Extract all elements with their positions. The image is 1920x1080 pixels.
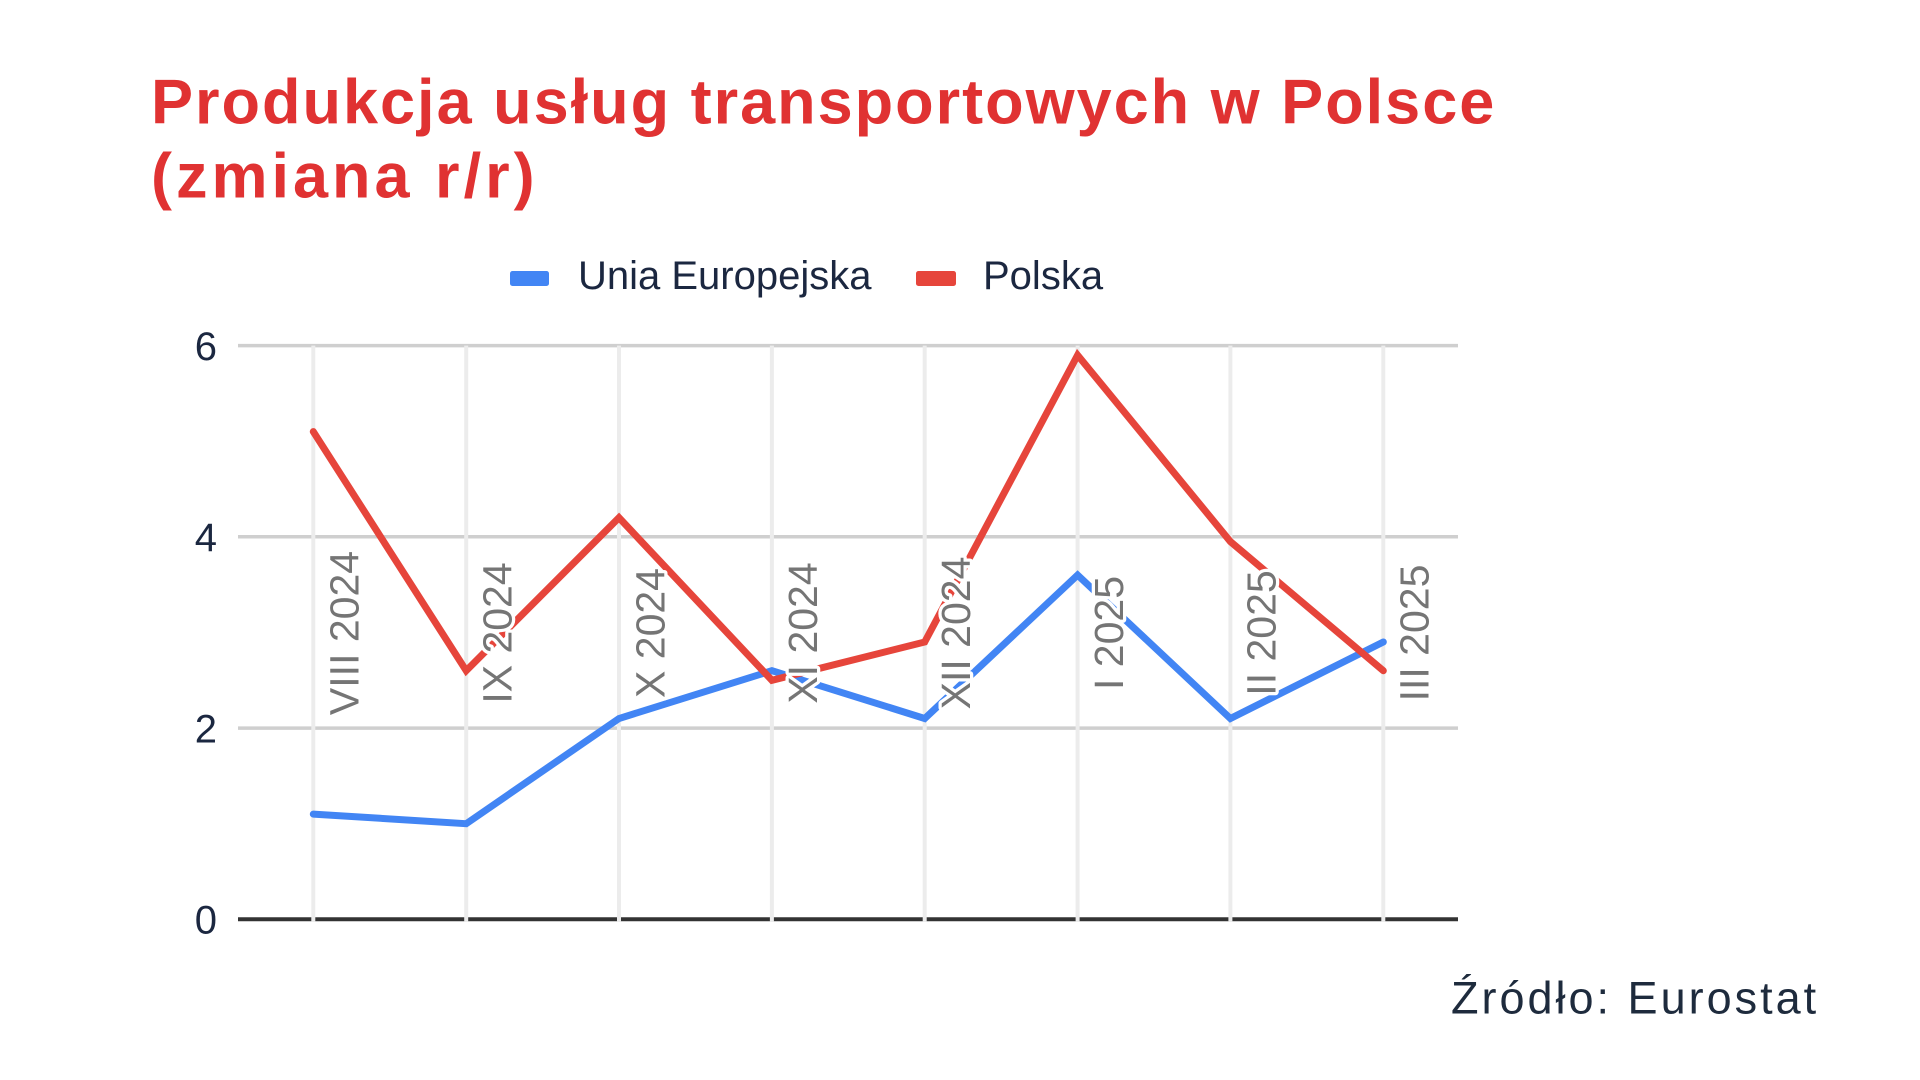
- svg-text:2: 2: [195, 707, 217, 751]
- svg-text:IX 2024: IX 2024: [475, 562, 521, 703]
- svg-text:III 2025: III 2025: [1392, 565, 1438, 702]
- svg-text:Źródło: Eurostat: Źródło: Eurostat: [1451, 972, 1819, 1023]
- svg-text:(zmiana r/r): (zmiana r/r): [151, 142, 539, 212]
- svg-text:Produkcja usług transportowych: Produkcja usług transportowych w Polsce: [151, 68, 1496, 138]
- svg-text:6: 6: [195, 325, 217, 369]
- svg-text:VIII 2024: VIII 2024: [322, 551, 368, 715]
- svg-text:XI 2024: XI 2024: [780, 562, 826, 703]
- svg-text:4: 4: [195, 516, 217, 560]
- svg-text:XII 2024: XII 2024: [933, 557, 979, 710]
- svg-text:X 2024: X 2024: [627, 568, 673, 698]
- svg-text:I 2025: I 2025: [1086, 576, 1132, 690]
- svg-text:Polska: Polska: [983, 254, 1104, 298]
- svg-text:0: 0: [195, 899, 217, 943]
- svg-text:II 2025: II 2025: [1239, 570, 1285, 695]
- svg-text:Unia Europejska: Unia Europejska: [578, 254, 872, 298]
